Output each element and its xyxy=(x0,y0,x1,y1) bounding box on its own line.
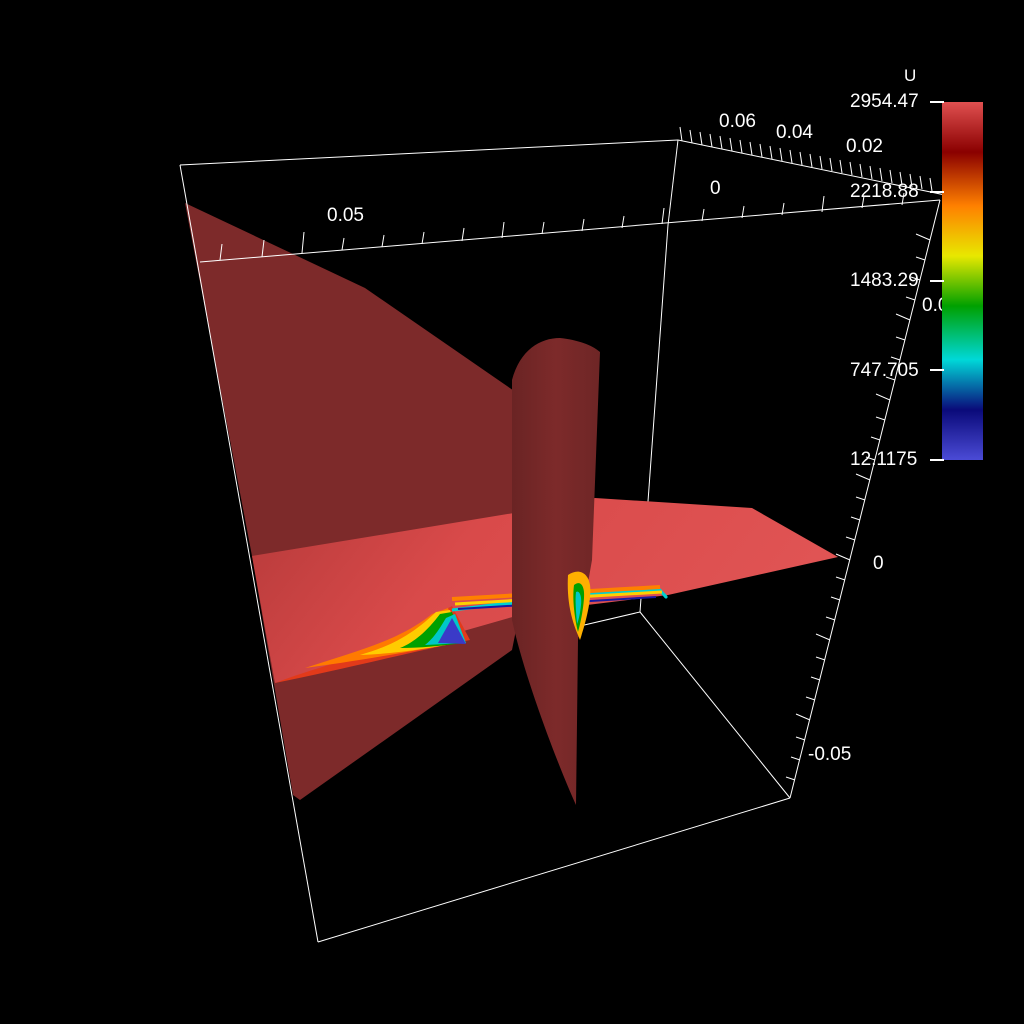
axis-x-label-0: 0 xyxy=(710,178,721,199)
wake-band xyxy=(275,585,668,683)
axis-x-label-0.05: 0.05 xyxy=(327,205,364,226)
axis-ticks-top xyxy=(219,192,905,261)
colorbar-label-3: 1483.29 xyxy=(850,270,919,291)
plane-vertical-fin xyxy=(512,338,600,805)
axis-ticks-right xyxy=(785,233,931,781)
colorbar-label-min: 12.1175 xyxy=(850,449,918,470)
axis-y-label-0.02: 0.02 xyxy=(846,136,883,157)
axis-y-label-0.04: 0.04 xyxy=(776,122,813,143)
axis-ticks-back xyxy=(679,126,933,192)
axis-z-label-neg-0.05: -0.05 xyxy=(808,744,852,765)
colorbar-label-2: 2218.88 xyxy=(850,181,919,202)
fin-wake xyxy=(567,571,591,640)
colorbar-gradient xyxy=(942,102,983,460)
colorbar-title: U xyxy=(904,66,917,85)
axis-z-label-0: 0 xyxy=(873,553,884,574)
axis-partial-label: 0.0 xyxy=(922,296,942,315)
colorbar-label-max: 2954.47 xyxy=(850,91,919,112)
colorbar-label-4: 747.705 xyxy=(850,360,919,381)
axis-y-label-0.06: 0.06 xyxy=(719,111,756,132)
colorbar-ticks xyxy=(930,101,944,461)
plane-back xyxy=(185,203,530,800)
